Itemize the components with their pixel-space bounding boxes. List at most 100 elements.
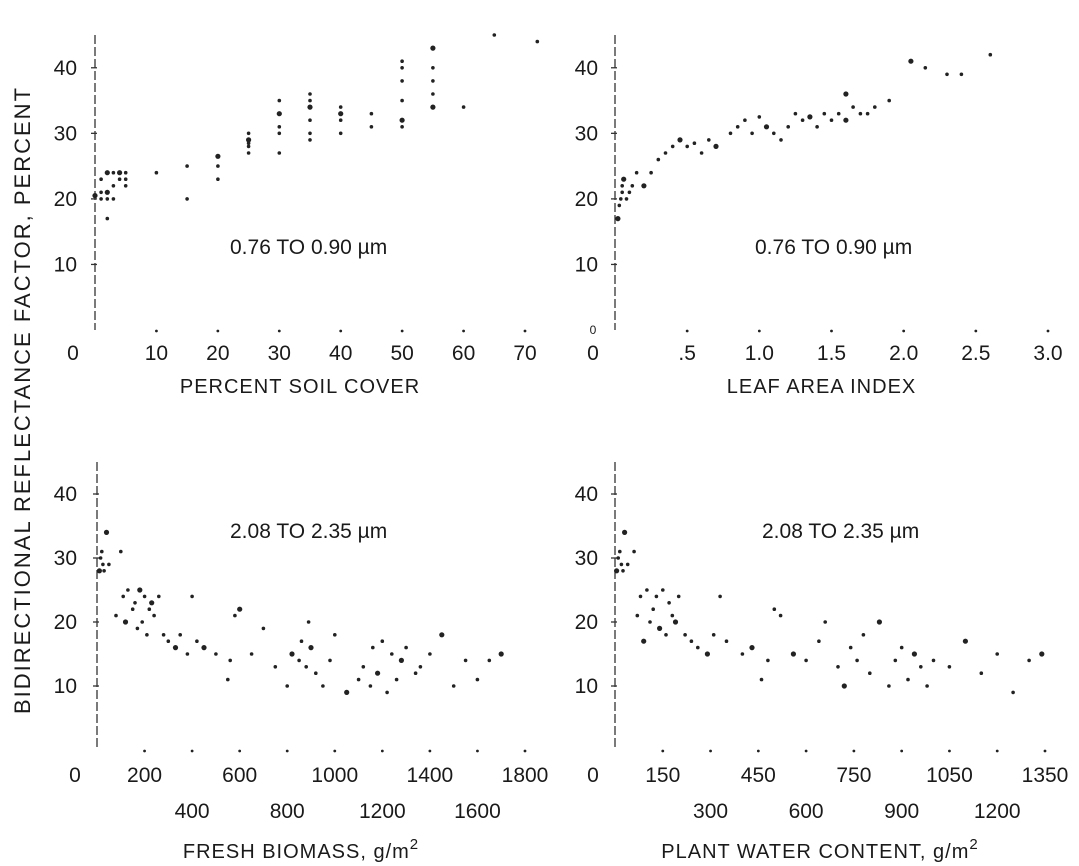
data-point (96, 568, 102, 574)
data-point (430, 45, 436, 51)
x-baseline-tick (1043, 749, 1047, 753)
x-baseline-tick (1046, 329, 1050, 333)
x-baseline-tick (277, 329, 281, 333)
x-tick-label: 1000 (311, 764, 358, 787)
x-axis-label-text: FRESH BIOMASS, g/m (183, 841, 410, 863)
data-point (246, 137, 252, 143)
data-point (535, 39, 540, 44)
data-point (766, 658, 770, 663)
data-point (215, 153, 221, 159)
x-baseline-tick (757, 329, 761, 333)
x-baseline-tick (709, 749, 712, 753)
data-point (804, 658, 808, 663)
y-tick-label: 40 (575, 57, 598, 80)
y-tick-label: 40 (54, 483, 77, 506)
data-point (145, 633, 149, 637)
data-point (843, 117, 849, 123)
data-point (385, 690, 389, 695)
data-point (848, 645, 853, 650)
data-point (713, 143, 719, 149)
data-point (475, 677, 480, 682)
x-baseline-tick (462, 329, 465, 333)
data-point (394, 677, 399, 682)
data-point (119, 549, 123, 554)
data-point (273, 665, 278, 669)
data-point (147, 607, 152, 611)
x-tick-label: 20 (206, 342, 229, 365)
data-point (750, 131, 754, 136)
data-point (380, 639, 385, 643)
data-point (152, 613, 156, 618)
data-point (135, 626, 140, 631)
data-point (663, 151, 668, 155)
y-tick-label: 10 (575, 253, 598, 276)
data-point (126, 588, 130, 592)
data-point (104, 189, 110, 195)
data-point (261, 626, 266, 631)
data-point (99, 177, 103, 181)
data-point (624, 197, 629, 201)
data-point (692, 141, 697, 145)
data-point (962, 638, 969, 644)
wavelength-band-label: 0.76 TO 0.90 µm (230, 236, 387, 259)
data-point (868, 671, 872, 675)
data-point (371, 645, 375, 650)
data-point (306, 620, 311, 624)
data-point (101, 562, 105, 567)
data-point (899, 645, 904, 650)
data-point (772, 607, 777, 611)
x-axis-label: PERCENT SOIL COVER (180, 376, 420, 398)
data-point (123, 184, 128, 188)
data-point (105, 216, 110, 221)
data-point (649, 170, 653, 175)
data-point (123, 177, 128, 181)
x-tick-label: 1800 (502, 764, 549, 787)
data-point (246, 131, 251, 136)
data-point (616, 556, 620, 560)
x-tick-label: 70 (513, 342, 536, 365)
data-point (945, 72, 949, 77)
data-point (299, 639, 304, 643)
data-point (728, 131, 733, 136)
data-point (185, 197, 189, 201)
x-tick-label: 1600 (454, 800, 501, 823)
data-point (829, 118, 834, 122)
x-tick-label: 30 (268, 342, 291, 365)
data-point (919, 665, 923, 669)
x-tick-label: 200 (127, 764, 162, 787)
x-axis-label-text: PLANT WATER CONTENT, g/m (661, 841, 969, 863)
x-baseline-tick (902, 329, 906, 333)
data-point (307, 104, 313, 110)
x-baseline-tick (333, 749, 337, 753)
data-point (430, 104, 436, 110)
data-point (214, 652, 218, 656)
data-point (328, 658, 332, 663)
data-point (724, 639, 729, 643)
data-point (667, 601, 671, 605)
data-point (400, 79, 404, 83)
x-tick-label: 1.0 (745, 342, 774, 365)
data-point (404, 645, 408, 650)
data-point (823, 620, 827, 624)
x-baseline-tick (685, 329, 689, 333)
data-point (672, 619, 679, 625)
data-point (487, 658, 492, 663)
data-point (711, 633, 716, 637)
x-tick-label: 1400 (407, 764, 454, 787)
data-point (237, 606, 243, 612)
x-tick-label: .5 (678, 342, 696, 365)
x-baseline-tick (476, 749, 479, 753)
data-point (858, 111, 863, 116)
data-point (836, 111, 841, 116)
x-tick-label: 400 (175, 800, 210, 823)
data-point (841, 683, 847, 689)
x-tick-label: 2.5 (961, 342, 990, 365)
data-point (638, 594, 643, 599)
data-point (333, 633, 337, 637)
y-tick-label: 30 (575, 547, 598, 570)
x-baseline-tick (155, 329, 158, 333)
x-axis-label-text: LEAF AREA INDEX (727, 376, 917, 398)
y-tick-label: 30 (54, 122, 77, 145)
data-point (651, 607, 655, 611)
